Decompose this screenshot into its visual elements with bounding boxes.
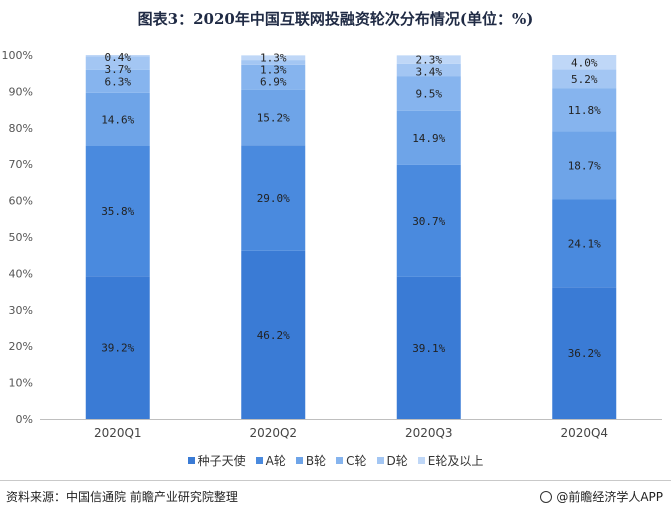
- data-label: 1.3%: [260, 52, 287, 65]
- legend-swatch: [187, 457, 195, 464]
- chart-title: 图表3：2020年中国互联网投融资轮次分布情况(单位：%): [137, 10, 534, 28]
- legend-item: B轮: [295, 452, 327, 469]
- y-tick-label: 40%: [9, 267, 33, 280]
- data-label: 36.2%: [568, 347, 601, 360]
- data-label: 14.9%: [412, 132, 445, 145]
- x-tick-label: 2020Q4: [560, 426, 608, 440]
- bar-segment: [241, 89, 306, 146]
- data-label: 6.3%: [105, 75, 132, 88]
- legend-item: 种子天使: [187, 452, 246, 469]
- y-tick-label: 80%: [9, 122, 33, 135]
- credit-text: @前瞻经济学人APP: [556, 490, 663, 504]
- data-label: 35.8%: [101, 205, 134, 218]
- bar-segment: [552, 131, 617, 200]
- legend-label: A轮: [265, 454, 286, 468]
- y-tick-label: 60%: [9, 195, 33, 208]
- chart-legend: 种子天使 A轮 B轮 C轮 D轮 E轮及以上: [0, 452, 671, 469]
- legend-label: E轮及以上: [427, 454, 484, 468]
- bar-segment: [396, 110, 461, 165]
- data-label: 9.5%: [416, 87, 443, 100]
- bar-segment: [552, 199, 617, 288]
- bar-segment: [552, 55, 617, 70]
- data-label: 11.8%: [568, 104, 601, 117]
- y-tick-label: 100%: [2, 49, 33, 62]
- bar-segment: [552, 287, 617, 419]
- data-label: 39.2%: [101, 342, 134, 355]
- legend-item: C轮: [336, 452, 367, 469]
- bar-segment: [552, 69, 617, 89]
- data-label: 30.7%: [412, 215, 445, 228]
- data-label: 2.3%: [416, 54, 443, 67]
- bar-segment: [396, 55, 461, 64]
- source-note: 资料来源：中国信通院 前瞻产业研究院整理: [6, 490, 238, 504]
- legend-label: 种子天使: [197, 454, 246, 468]
- bar-segment: [85, 92, 150, 146]
- bar-segment: [396, 164, 461, 277]
- data-label: 39.1%: [412, 342, 445, 355]
- legend-swatch: [295, 457, 303, 464]
- legend-item: D轮: [376, 452, 408, 469]
- bar-segment: [241, 64, 306, 90]
- bar-segment: [396, 63, 461, 77]
- x-tick-label: 2020Q3: [405, 426, 453, 440]
- data-label: 3.4%: [416, 66, 443, 79]
- x-tick-label: 2020Q2: [249, 426, 297, 440]
- bar-segment: [85, 56, 150, 70]
- legend-swatch: [336, 457, 344, 464]
- bar-segment: [85, 69, 150, 93]
- data-label: 18.7%: [568, 159, 601, 172]
- legend-item: A轮: [255, 452, 286, 469]
- bar-segment: [85, 55, 150, 57]
- data-label: 46.2%: [257, 329, 290, 342]
- bar-segment: [552, 88, 617, 132]
- x-tick-label: 2020Q1: [94, 426, 142, 440]
- y-tick-label: 50%: [9, 231, 33, 244]
- legend-swatch: [417, 457, 425, 464]
- bar-segment: [85, 146, 150, 277]
- bar-segment: [241, 250, 306, 419]
- bar-segment: [85, 276, 150, 419]
- data-label: 24.1%: [568, 237, 601, 250]
- data-label: 5.2%: [571, 73, 598, 86]
- data-label: 15.2%: [257, 112, 290, 125]
- qianzhan-logo-icon: [540, 490, 553, 503]
- data-label: 1.3%: [260, 64, 287, 77]
- y-tick-label: 20%: [9, 340, 33, 353]
- legend-swatch: [376, 457, 384, 464]
- legend-label: B轮: [305, 454, 327, 468]
- footer-divider: [0, 480, 671, 481]
- data-label: 14.6%: [101, 113, 134, 126]
- data-label: 4.0%: [571, 56, 598, 69]
- data-label: 3.7%: [105, 63, 132, 76]
- legend-label: D轮: [386, 454, 408, 468]
- bar-segment: [241, 60, 306, 65]
- bar-segment: [396, 76, 461, 111]
- bar-segment: [396, 276, 461, 419]
- data-label: 0.4%: [105, 51, 132, 64]
- y-tick-label: 30%: [9, 304, 33, 317]
- y-tick-label: 0%: [16, 413, 33, 426]
- y-tick-label: 70%: [9, 158, 33, 171]
- data-label: 6.9%: [260, 76, 287, 89]
- y-tick-label: 10%: [9, 377, 33, 390]
- data-label: 29.0%: [257, 192, 290, 205]
- legend-swatch: [255, 457, 263, 464]
- bar-segment: [241, 55, 306, 61]
- y-tick-label: 90%: [9, 85, 33, 98]
- legend-label: C轮: [346, 454, 367, 468]
- legend-item: E轮及以上: [417, 452, 484, 469]
- credit: @前瞻经济学人APP: [540, 488, 663, 505]
- bar-segment: [241, 145, 306, 251]
